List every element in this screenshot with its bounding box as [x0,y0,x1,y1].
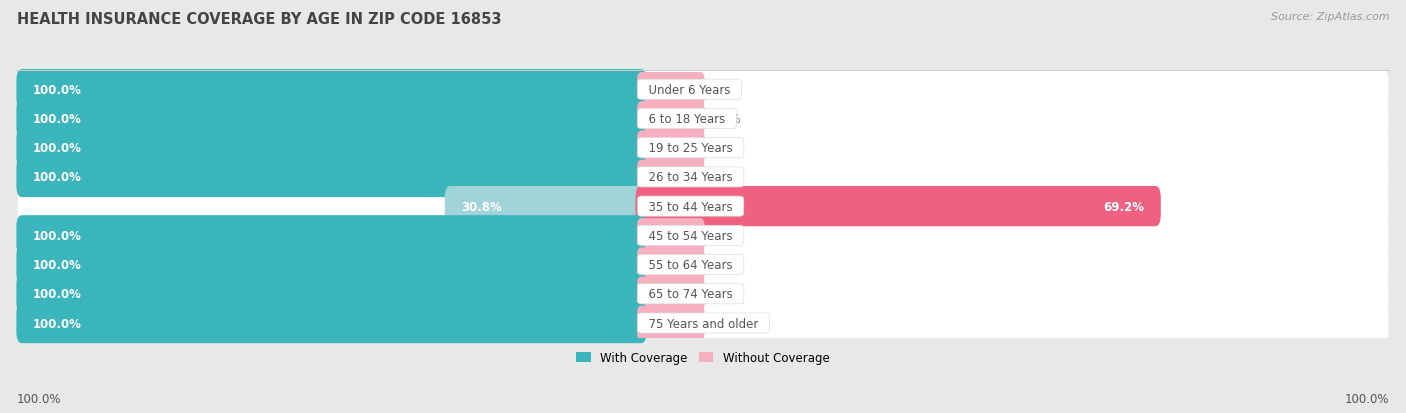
Text: 100.0%: 100.0% [32,287,82,301]
FancyBboxPatch shape [18,246,1388,284]
Text: 0.0%: 0.0% [711,229,741,242]
Text: 0.0%: 0.0% [711,287,741,301]
FancyBboxPatch shape [18,71,1388,109]
FancyBboxPatch shape [637,218,704,253]
Text: 69.2%: 69.2% [1104,200,1144,213]
FancyBboxPatch shape [637,248,704,282]
Text: 100.0%: 100.0% [32,142,82,155]
Legend: With Coverage, Without Coverage: With Coverage, Without Coverage [572,347,834,369]
Text: Under 6 Years: Under 6 Years [641,83,738,97]
FancyBboxPatch shape [637,277,704,311]
Text: Source: ZipAtlas.com: Source: ZipAtlas.com [1271,12,1389,22]
Text: 100.0%: 100.0% [32,317,82,330]
FancyBboxPatch shape [18,217,1388,255]
FancyBboxPatch shape [18,159,1388,197]
Text: 35 to 44 Years: 35 to 44 Years [641,200,740,213]
FancyBboxPatch shape [18,188,1388,225]
Text: 100.0%: 100.0% [32,113,82,126]
Text: 0.0%: 0.0% [711,83,741,97]
Text: 65 to 74 Years: 65 to 74 Years [641,287,741,301]
Text: 100.0%: 100.0% [32,259,82,271]
Text: 19 to 25 Years: 19 to 25 Years [641,142,741,155]
FancyBboxPatch shape [17,99,647,139]
Text: 0.0%: 0.0% [711,259,741,271]
FancyBboxPatch shape [17,70,647,110]
Text: 6 to 18 Years: 6 to 18 Years [641,113,733,126]
Text: 55 to 64 Years: 55 to 64 Years [641,259,740,271]
Text: 100.0%: 100.0% [32,83,82,97]
FancyBboxPatch shape [17,274,647,314]
Text: 0.0%: 0.0% [711,142,741,155]
FancyBboxPatch shape [17,303,647,343]
Text: 45 to 54 Years: 45 to 54 Years [641,229,740,242]
FancyBboxPatch shape [17,128,647,169]
FancyBboxPatch shape [637,306,704,340]
FancyBboxPatch shape [17,245,647,285]
FancyBboxPatch shape [637,73,704,107]
FancyBboxPatch shape [18,129,1388,167]
FancyBboxPatch shape [444,187,647,227]
Text: HEALTH INSURANCE COVERAGE BY AGE IN ZIP CODE 16853: HEALTH INSURANCE COVERAGE BY AGE IN ZIP … [17,12,502,27]
Text: 0.0%: 0.0% [711,171,741,184]
FancyBboxPatch shape [18,275,1388,313]
Text: 100.0%: 100.0% [32,229,82,242]
Text: 75 Years and older: 75 Years and older [641,317,766,330]
FancyBboxPatch shape [637,131,704,166]
FancyBboxPatch shape [637,102,704,136]
FancyBboxPatch shape [637,160,704,195]
Text: 100.0%: 100.0% [32,171,82,184]
Text: 100.0%: 100.0% [1344,392,1389,405]
Text: 0.0%: 0.0% [711,113,741,126]
FancyBboxPatch shape [636,187,1161,227]
FancyBboxPatch shape [18,100,1388,138]
FancyBboxPatch shape [17,157,647,197]
FancyBboxPatch shape [18,304,1388,342]
Text: 26 to 34 Years: 26 to 34 Years [641,171,741,184]
Text: 30.8%: 30.8% [461,200,502,213]
Text: 100.0%: 100.0% [17,392,62,405]
Text: 0.0%: 0.0% [711,317,741,330]
FancyBboxPatch shape [17,216,647,256]
